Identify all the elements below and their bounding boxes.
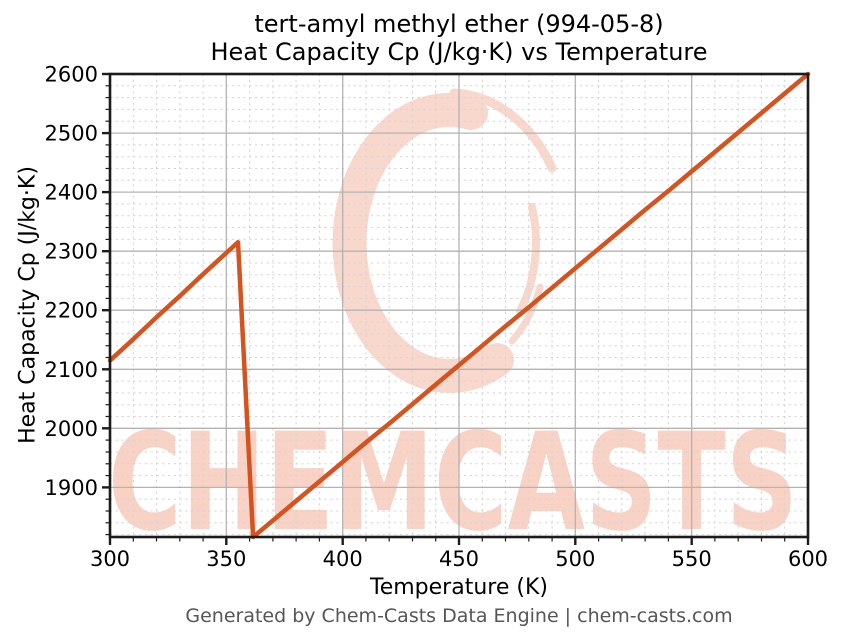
axes-layer: 300 350 400 450 500 550 600 1900 2000 2100 2200 230… xyxy=(45,63,829,572)
y-tick-label: 2400 xyxy=(45,181,98,205)
brush-swoosh-icon xyxy=(516,203,540,315)
footer-credit: Generated by Chem-Casts Data Engine | ch… xyxy=(185,605,733,627)
chart-subtitle: Heat Capacity Cp (J/kg·K) vs Temperature xyxy=(210,38,708,66)
x-tick-label: 550 xyxy=(672,547,712,571)
brush-swoosh2-icon xyxy=(508,283,544,345)
x-tick-label: 500 xyxy=(555,547,595,571)
chart-title: tert-amyl methyl ether (994-05-8) xyxy=(254,10,664,38)
watermark-layer: CHEMCASTS xyxy=(108,88,798,561)
x-tick-label: 600 xyxy=(788,547,828,571)
y-tick-label: 2100 xyxy=(45,358,98,382)
y-tick-label: 2500 xyxy=(45,122,98,146)
brush-circle-c-logo-icon xyxy=(332,92,514,393)
y-tick-label: 2000 xyxy=(45,417,98,441)
x-tick-label: 400 xyxy=(323,547,363,571)
chart-title-block: tert-amyl methyl ether (994-05-8) Heat C… xyxy=(110,10,808,66)
x-tick-label: 350 xyxy=(206,547,246,571)
plot-frame xyxy=(108,72,810,539)
brush-circle-outer-arc-icon xyxy=(449,88,557,173)
y-tick-label: 2300 xyxy=(45,240,98,264)
y-tick-label: 1900 xyxy=(45,476,98,500)
cp-data-line xyxy=(107,71,811,540)
y-tick-label: 2200 xyxy=(45,299,98,323)
series-layer xyxy=(107,71,811,540)
y-axis-label: Heat Capacity Cp (J/kg·K) xyxy=(15,166,41,444)
x-tick-label: 450 xyxy=(439,547,479,571)
y-tick-label: 2600 xyxy=(45,63,98,87)
x-axis-label: Temperature (K) xyxy=(370,575,548,600)
x-tick-label: 300 xyxy=(90,547,130,571)
